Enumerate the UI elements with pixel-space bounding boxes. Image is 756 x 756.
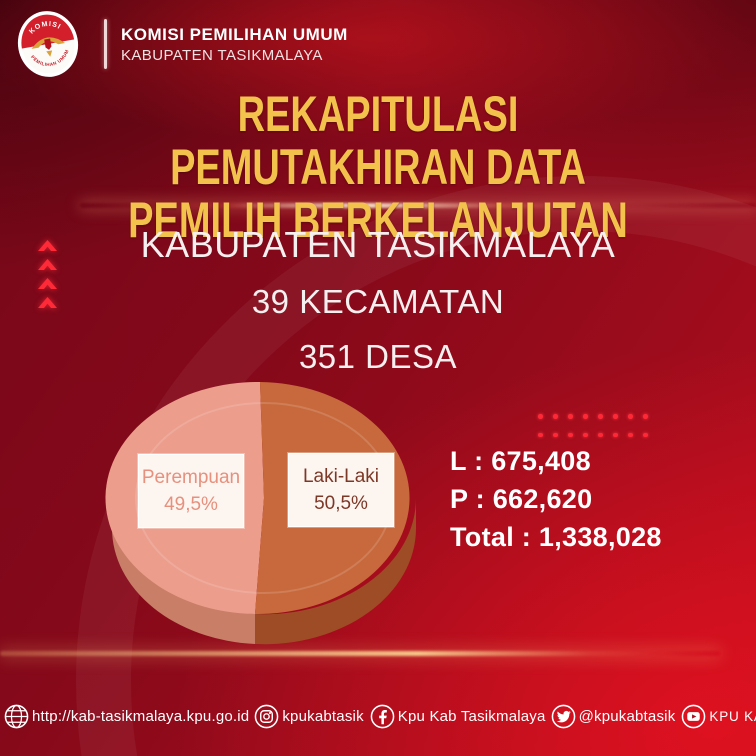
- title-line-2: PEMILIH BERKELANJUTAN: [128, 192, 628, 248]
- instagram-label: kpukabtasik: [282, 708, 364, 725]
- garuda-wings: [31, 37, 66, 49]
- region-info: KABUPATEN TASIKMALAYA 39 KECAMATAN 351 D…: [0, 224, 756, 376]
- twitter-link[interactable]: @kpukabtasik: [551, 704, 676, 729]
- pie-callout-laki: Laki-Laki 50,5%: [288, 453, 394, 527]
- header: KOMISI PEMILIHAN UMUM KOMISI PEMILIHAN U…: [0, 0, 756, 88]
- instagram-link[interactable]: kpukabtasik: [254, 704, 364, 729]
- org-region: KABUPATEN TASIKMALAYA: [121, 46, 323, 64]
- website-label: http://kab-tasikmalaya.kpu.go.id: [32, 708, 250, 725]
- footer-social-bar: http://kab-tasikmalaya.kpu.go.id kpukabt…: [4, 704, 756, 729]
- up-chevron-icon: [38, 278, 57, 289]
- dot-grid-decoration: [538, 414, 648, 437]
- up-chevron-icon: [38, 240, 57, 251]
- up-chevron-icon: [38, 259, 57, 270]
- youtube-link[interactable]: KPU KABUPATEN TASIKMALAYA: [681, 704, 756, 729]
- voter-stats: L : 675,408 P : 662,620 Total : 1,338,02…: [450, 446, 662, 560]
- header-org-block: KOMISI PEMILIHAN UMUM KABUPATEN TASIKMAL…: [121, 25, 348, 64]
- youtube-label: KPU KABUPATEN TASIKMALAYA: [709, 709, 756, 724]
- title-line-1: REKAPITULASI PEMUTAKHIRAN DATA: [170, 86, 586, 195]
- page-title: REKAPITULASI PEMUTAKHIRAN DATA PEMILIH B…: [91, 88, 666, 247]
- pie-chart: Perempuan 49,5% Laki-Laki 50,5%: [94, 378, 434, 653]
- pie-callout-label: Perempuan: [141, 466, 241, 488]
- instagram-icon: [255, 704, 279, 729]
- pie-side-laki: [255, 498, 417, 645]
- youtube-icon: [682, 704, 706, 729]
- kpu-logo-icon: KOMISI PEMILIHAN UMUM: [17, 11, 79, 77]
- up-chevron-icon: [38, 297, 57, 308]
- pie-callout-percent: 50,5%: [314, 492, 368, 514]
- region-desa: 351 DESA: [298, 338, 458, 375]
- pie-chart-svg: [105, 381, 417, 645]
- region-name: KABUPATEN TASIKMALAYA: [140, 224, 616, 265]
- twitter-icon: [551, 704, 575, 729]
- facebook-link[interactable]: Kpu Kab Tasikmalaya: [370, 704, 546, 729]
- stat-female: P : 662,620: [450, 484, 593, 514]
- facebook-icon: [370, 704, 395, 729]
- up-chevrons-decoration: [38, 240, 57, 310]
- pie-callout-label: Laki-Laki: [302, 465, 380, 487]
- org-name: KOMISI PEMILIHAN UMUM: [121, 24, 348, 44]
- website-link[interactable]: http://kab-tasikmalaya.kpu.go.id: [4, 704, 249, 729]
- region-kecamatan: 39 KECAMATAN: [251, 283, 505, 320]
- stat-male: L : 675,408: [450, 446, 591, 476]
- stat-total: Total : 1,338,028: [450, 522, 662, 552]
- pie-callout-percent: 49,5%: [164, 493, 218, 515]
- globe-icon: [4, 704, 29, 729]
- header-divider: [104, 19, 107, 69]
- pie-callout-perempuan: Perempuan 49,5%: [138, 454, 244, 528]
- twitter-label: @kpukabtasik: [578, 708, 676, 725]
- facebook-label: Kpu Kab Tasikmalaya: [397, 708, 546, 725]
